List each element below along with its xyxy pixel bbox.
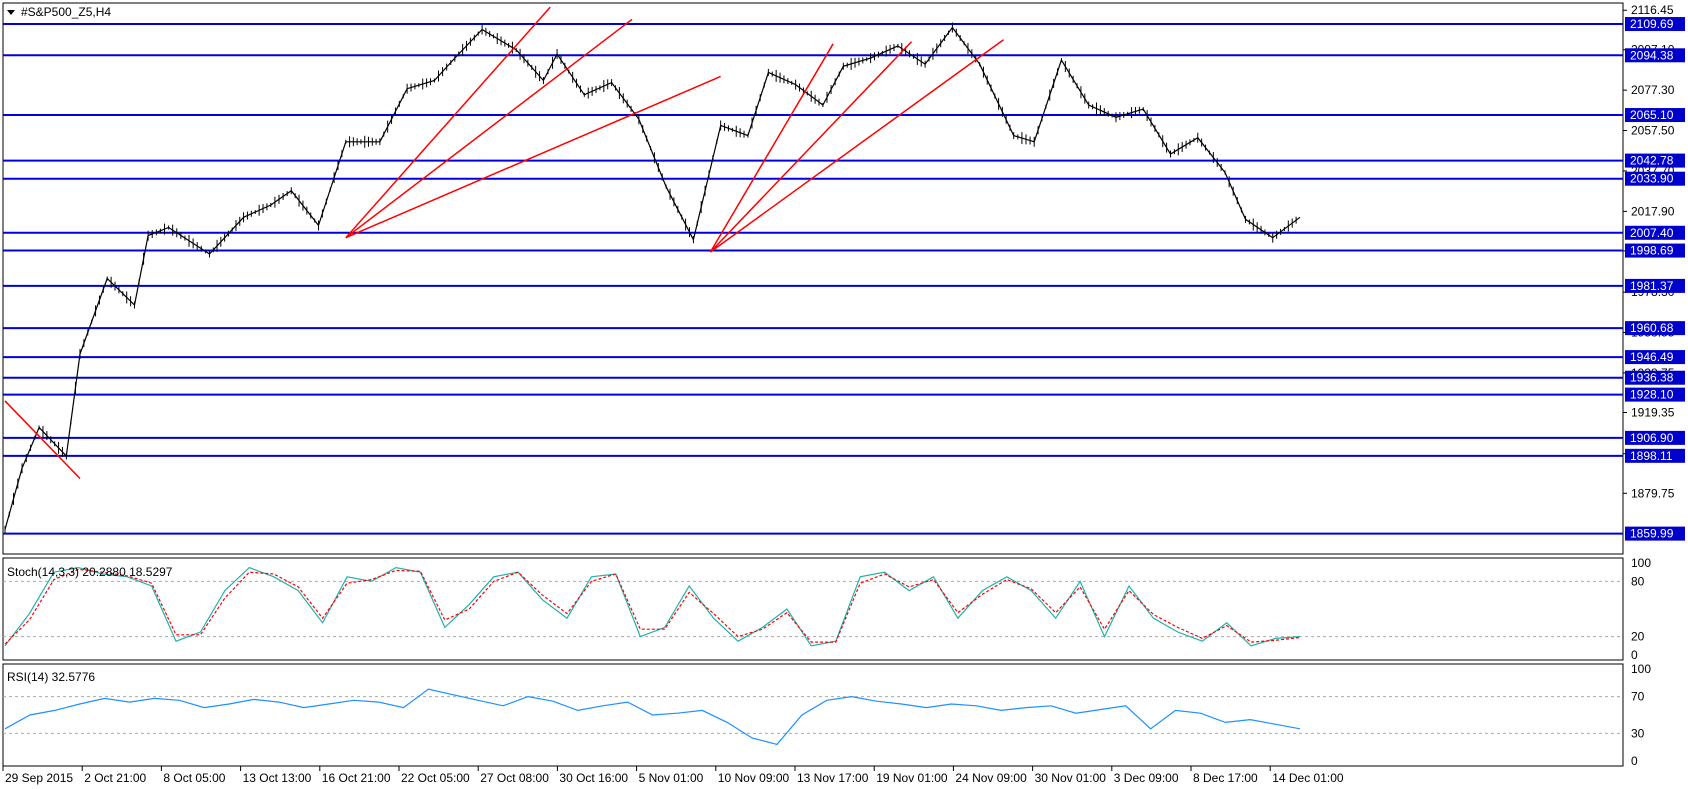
level-label: 1898.11 xyxy=(1630,449,1673,463)
level-label: 1998.69 xyxy=(1630,244,1674,258)
price-series xyxy=(4,22,1301,534)
stochastic-axis: 100 80 20 0 xyxy=(3,556,1651,662)
time-tick-label: 30 Nov 01:00 xyxy=(1035,771,1107,785)
level-label-box xyxy=(1625,225,1685,240)
price-tick-label: 2116.45 xyxy=(1631,3,1674,17)
level-label-box xyxy=(1625,17,1685,32)
fan-line xyxy=(709,43,834,253)
rsi-axis: 100 70 30 0 xyxy=(3,662,1651,768)
time-tick-label: 14 Dec 01:00 xyxy=(1272,771,1344,785)
price-tick-label: 2077.30 xyxy=(1631,83,1675,97)
level-label: 1859.99 xyxy=(1630,527,1674,541)
level-label: 1906.90 xyxy=(1630,431,1674,445)
rsi-title: RSI(14) 32.5776 xyxy=(7,670,95,684)
time-tick-label: 16 Oct 21:00 xyxy=(322,771,391,785)
indicator-tick-label: 100 xyxy=(1631,662,1651,676)
level-label-box xyxy=(1625,171,1685,186)
indicator-tick-label: 100 xyxy=(1631,556,1651,570)
level-label-box xyxy=(1625,370,1685,385)
fan-line xyxy=(345,6,551,239)
level-label: 2065.10 xyxy=(1630,108,1674,122)
level-label-box xyxy=(1625,278,1685,293)
indicator-tick-label: 30 xyxy=(1631,726,1645,740)
fan-line xyxy=(709,39,1004,253)
time-axis: 29 Sep 2015 2 Oct 21:00 8 Oct 05:00 13 Oct … xyxy=(2,766,1344,785)
price-tick-label: 2057.50 xyxy=(1631,124,1675,138)
time-tick-label: 13 Nov 17:00 xyxy=(797,771,869,785)
level-label-box xyxy=(1625,108,1685,123)
level-label-box xyxy=(1625,387,1685,402)
stochastic-panel-frame xyxy=(2,557,1624,661)
rsi-line xyxy=(4,688,1301,746)
indicator-tick-label: 70 xyxy=(1631,690,1645,704)
level-label: 1981.37 xyxy=(1630,279,1674,293)
level-label: 1928.10 xyxy=(1630,388,1674,402)
indicator-tick-label: 80 xyxy=(1631,574,1645,588)
fan-line xyxy=(709,41,913,253)
time-tick-label: 27 Oct 08:00 xyxy=(480,771,549,785)
time-tick-label: 2 Oct 21:00 xyxy=(84,771,146,785)
fan-line xyxy=(345,75,721,239)
stochastic-d-line xyxy=(4,568,1301,645)
level-label: 2007.40 xyxy=(1630,226,1674,240)
rsi-panel-frame xyxy=(2,663,1624,767)
time-tick-label: 5 Nov 01:00 xyxy=(639,771,704,785)
level-label: 2094.38 xyxy=(1630,48,1674,62)
time-tick-label: 3 Dec 09:00 xyxy=(1114,771,1179,785)
red-fan-lines[interactable] xyxy=(4,6,1004,480)
level-label-box xyxy=(1625,448,1685,463)
stochastic-title: Stoch(14,3,3) 20.2880 18.5297 xyxy=(7,565,173,579)
price-tick-label: 1919.35 xyxy=(1631,405,1675,419)
stochastic-k-line xyxy=(4,566,1301,647)
time-tick-label: 8 Dec 17:00 xyxy=(1193,771,1258,785)
fan-line xyxy=(345,18,633,239)
time-tick-label: 8 Oct 05:00 xyxy=(163,771,225,785)
time-tick-label: 19 Nov 01:00 xyxy=(876,771,948,785)
price-tick-label: 1879.75 xyxy=(1631,486,1675,500)
chart-menu-triangle-icon[interactable] xyxy=(7,10,15,15)
time-tick-label: 10 Nov 09:00 xyxy=(718,771,790,785)
time-tick-label: 22 Oct 05:00 xyxy=(401,771,470,785)
level-label-box xyxy=(1625,526,1685,541)
level-label: 2042.78 xyxy=(1630,154,1674,168)
time-tick-label: 13 Oct 13:00 xyxy=(243,771,312,785)
level-label-box xyxy=(1625,48,1685,63)
level-label: 1936.38 xyxy=(1630,371,1674,385)
time-tick-label: 24 Nov 09:00 xyxy=(955,771,1027,785)
symbol-title: #S&P500_Z5,H4 xyxy=(21,5,111,19)
level-label: 2109.69 xyxy=(1630,17,1674,31)
indicator-tick-label: 0 xyxy=(1631,754,1638,768)
main-chart-frame xyxy=(2,2,1624,555)
rsi-value-line xyxy=(4,688,1301,746)
level-label-box xyxy=(1625,350,1685,365)
level-label: 2033.90 xyxy=(1630,172,1674,186)
indicator-tick-label: 20 xyxy=(1631,630,1645,644)
horizontal-level-lines[interactable] xyxy=(3,23,1623,535)
level-label-box xyxy=(1625,430,1685,445)
fan-line xyxy=(4,400,81,480)
indicator-tick-label: 0 xyxy=(1631,648,1638,662)
level-label-box xyxy=(1625,243,1685,258)
level-label-box xyxy=(1625,153,1685,168)
time-tick-label: 29 Sep 2015 xyxy=(5,771,73,785)
level-price-labels: 2109.69 2094.38 2065.10 2042.78 2033.90 2007.… xyxy=(1625,17,1685,541)
time-tick-label: 30 Oct 16:00 xyxy=(559,771,628,785)
level-label: 1946.49 xyxy=(1630,350,1674,364)
level-label: 1960.68 xyxy=(1630,321,1674,335)
level-label-box xyxy=(1625,321,1685,336)
stochastic-lines xyxy=(4,566,1301,647)
price-tick-label: 2017.90 xyxy=(1631,204,1675,218)
